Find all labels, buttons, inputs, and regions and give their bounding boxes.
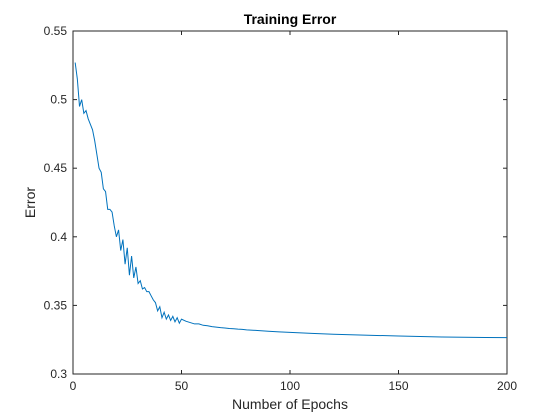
y-tick-label: 0.55: [44, 24, 68, 38]
series-line: [74, 62, 508, 339]
y-tick-label: 0.4: [50, 230, 67, 244]
y-axis-label: Error: [22, 187, 38, 218]
y-axis-ticks: 0.3 0.35 0.4 0.45 0.5 0.55: [44, 24, 507, 381]
x-axis-label: Number of Epochs: [232, 396, 348, 412]
y-tick-label: 0.3: [50, 367, 67, 381]
x-tick-label: 0: [70, 379, 77, 393]
x-tick-label: 150: [388, 379, 408, 393]
y-tick-label: 0.35: [44, 298, 68, 312]
x-tick-label: 50: [175, 379, 189, 393]
x-axis-ticks: 0 50 100 150 200: [70, 31, 517, 393]
y-tick-label: 0.45: [44, 161, 68, 175]
y-tick-label: 0.5: [50, 93, 67, 107]
x-tick-label: 100: [280, 379, 300, 393]
chart-title: Training Error: [244, 11, 337, 27]
axes-box: [72, 30, 508, 375]
x-tick-label: 200: [497, 379, 517, 393]
plot-area: [72, 30, 508, 375]
